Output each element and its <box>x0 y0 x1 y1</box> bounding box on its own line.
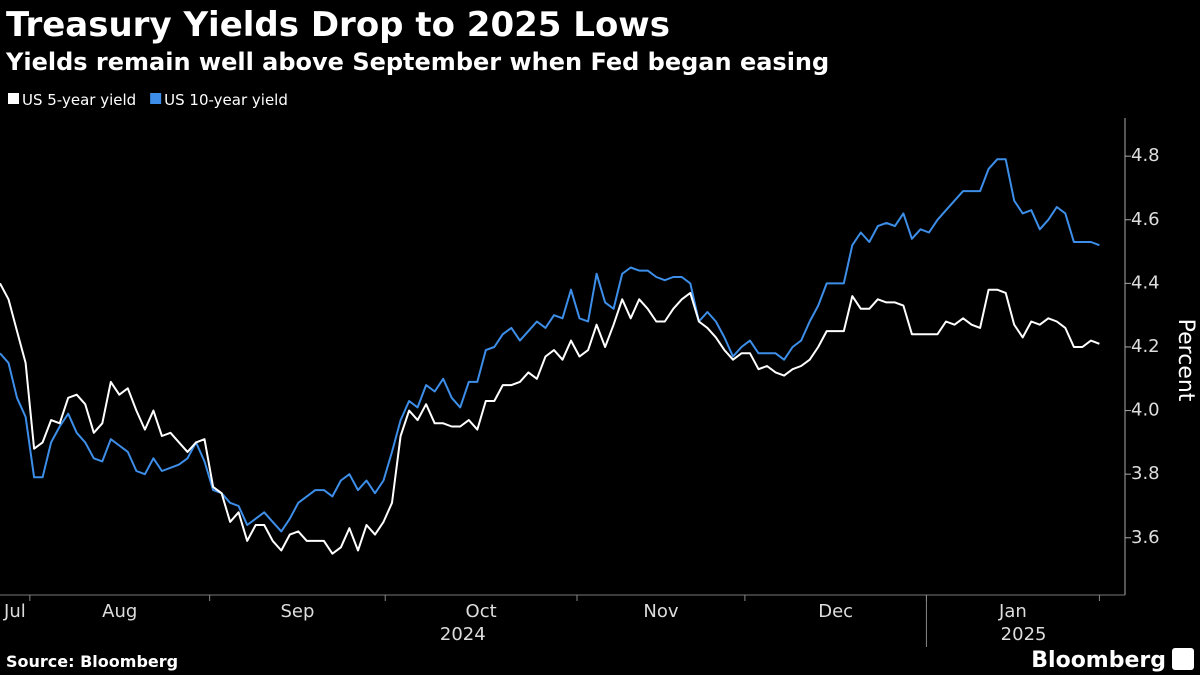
year-label: 2024 <box>440 624 486 645</box>
x-tick-label: Dec <box>818 601 853 622</box>
source: Source: Bloomberg <box>6 652 178 671</box>
chart-subtitle: Yields remain well above September when … <box>5 48 829 76</box>
y-tick-label: 4.8 <box>1131 145 1160 166</box>
y-tick-label: 4.0 <box>1131 400 1160 421</box>
x-tick-label: Aug <box>102 601 137 622</box>
y-tick-label: 4.4 <box>1131 272 1160 293</box>
legend-swatch <box>8 93 19 104</box>
y-tick-label: 4.2 <box>1131 336 1160 357</box>
y-tick-label: 3.8 <box>1131 463 1160 484</box>
legend-label: US 5-year yield <box>22 91 136 109</box>
brand-icon <box>1172 648 1194 670</box>
chart-title: Treasury Yields Drop to 2025 Lows <box>6 5 670 45</box>
x-tick-label: Sep <box>280 601 314 622</box>
y-tick-label: 3.6 <box>1131 527 1160 548</box>
brand: Bloomberg <box>1031 648 1166 673</box>
y-axis-label: Percent <box>1173 319 1198 402</box>
legend-label: US 10-year yield <box>164 91 288 109</box>
legend-swatch <box>150 93 162 104</box>
x-tick-label: Jan <box>998 601 1027 622</box>
y-tick-label: 4.6 <box>1131 209 1160 230</box>
x-tick-label: Nov <box>643 601 678 622</box>
line-series <box>0 158 1100 533</box>
year-label: 2025 <box>1001 624 1047 645</box>
line-series <box>0 282 1100 555</box>
x-tick-label: Oct <box>466 601 497 622</box>
x-tick-label: Jul <box>3 601 26 622</box>
